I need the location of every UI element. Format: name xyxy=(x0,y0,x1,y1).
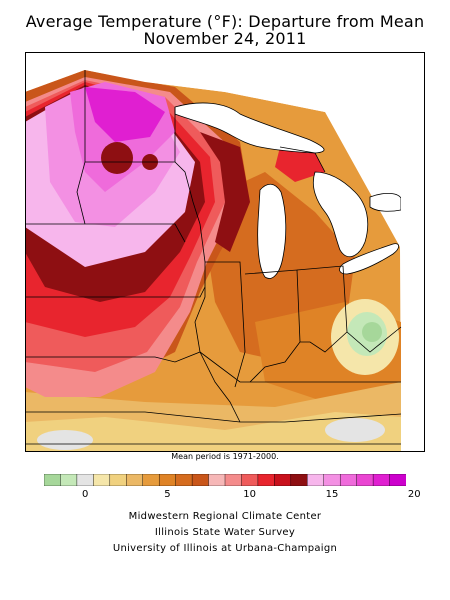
legend-swatch xyxy=(44,474,61,486)
state-boundaries xyxy=(25,70,402,445)
credit-uiuc: University of Illinois at Urbana-Champai… xyxy=(112,543,338,554)
field-yellow-south xyxy=(25,412,401,452)
field-gray-sw xyxy=(37,430,93,450)
field-green-ne xyxy=(362,322,382,342)
legend-swatch xyxy=(372,474,390,486)
credit-isws: Illinois State Water Survey xyxy=(154,527,296,538)
legend-color-bar xyxy=(44,474,406,486)
legend-swatch xyxy=(241,474,259,486)
legend-swatch xyxy=(142,474,160,486)
temperature-departure-map xyxy=(25,52,425,452)
legend-tick-label: 0 xyxy=(81,489,89,500)
lake-erie xyxy=(339,243,400,275)
east-offmap xyxy=(401,52,425,452)
legend-swatch xyxy=(93,474,111,486)
legend-swatch xyxy=(339,474,358,486)
legend-swatch xyxy=(158,474,177,486)
map-date: November 24, 2011 xyxy=(143,29,307,48)
credit-mrcc: Midwestern Regional Climate Center xyxy=(128,511,322,522)
legend-swatch xyxy=(208,474,226,486)
mean-period-note: Mean period is 1971-2000. xyxy=(171,452,279,461)
legend-swatch xyxy=(60,474,78,486)
legend-swatch xyxy=(290,474,308,486)
legend-swatch xyxy=(224,474,242,486)
field-red-up xyxy=(275,147,325,182)
lake-ontario xyxy=(369,192,402,212)
legend-swatch xyxy=(257,474,275,486)
legend-swatch xyxy=(307,474,325,486)
legend-swatch xyxy=(389,474,406,486)
field-magenta-deep xyxy=(85,87,165,142)
lake-michigan xyxy=(257,183,287,279)
legend-swatch xyxy=(126,474,144,486)
legend-tick-label: 5 xyxy=(164,489,171,500)
canada-land xyxy=(85,52,425,112)
field-maroon-wi-band xyxy=(200,132,250,252)
legend-tick-label: 20 xyxy=(407,489,421,500)
field-gray-se xyxy=(325,418,385,442)
legend-swatch xyxy=(274,474,292,486)
field-maroon-spot-mn xyxy=(101,142,133,174)
legend-swatch xyxy=(356,474,374,486)
legend-swatch xyxy=(191,474,209,486)
legend-swatch xyxy=(175,474,193,486)
map-title: Average Temperature (°F): Departure from… xyxy=(25,12,425,31)
legend-swatch xyxy=(109,474,127,486)
lake-huron xyxy=(312,171,369,258)
legend-tick-label: 15 xyxy=(325,489,339,500)
legend-swatch xyxy=(323,474,341,486)
legend-tick-label: 10 xyxy=(243,489,257,500)
legend-swatch xyxy=(76,474,94,486)
